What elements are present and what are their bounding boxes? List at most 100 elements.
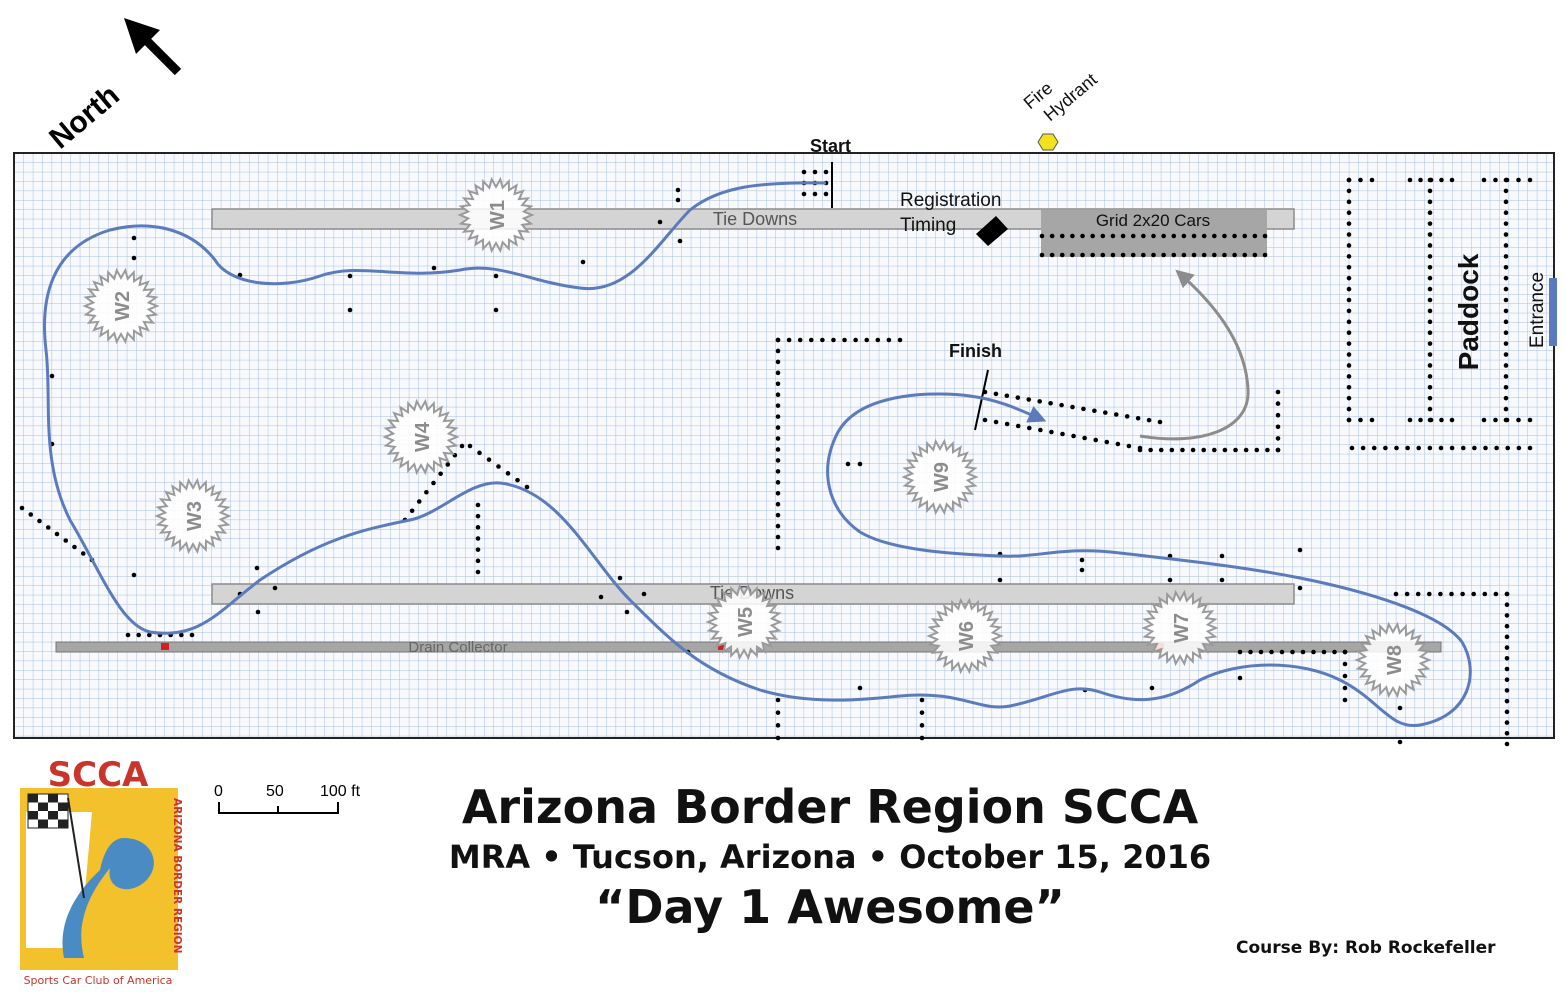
paddock-label: Paddock (1453, 253, 1484, 370)
cone (1346, 275, 1352, 281)
cone (1449, 417, 1455, 423)
cone (1427, 177, 1433, 183)
cone (897, 337, 903, 343)
cone (1232, 233, 1237, 239)
cone (1346, 384, 1352, 390)
worker-station-label: W9 (931, 462, 953, 492)
cone (1141, 252, 1146, 258)
cone (475, 536, 481, 541)
cone (1300, 649, 1306, 655)
cone (1059, 252, 1065, 258)
cone (1346, 286, 1352, 292)
cone (1427, 363, 1433, 368)
cone (1358, 177, 1363, 183)
cone (641, 591, 647, 597)
cone (467, 443, 473, 449)
cone (1093, 437, 1099, 443)
north-label: North (43, 79, 125, 156)
return-to-grid-arrow (1139, 269, 1250, 441)
cone (1527, 445, 1533, 451)
cone (431, 265, 437, 271)
cone (189, 632, 195, 638)
cone (1527, 177, 1533, 183)
cone (1472, 445, 1477, 451)
cone (775, 392, 781, 398)
cone (677, 238, 683, 244)
cone (993, 391, 999, 397)
cone (1346, 243, 1352, 248)
cone (486, 457, 492, 462)
cone (1124, 414, 1130, 419)
scale-50: 50 (266, 783, 284, 800)
cone (1039, 233, 1045, 239)
cone (1243, 447, 1249, 453)
worker-station-w2: W2 (82, 267, 160, 345)
cone (1248, 649, 1253, 655)
cone (347, 307, 353, 313)
grid-area (1041, 210, 1267, 257)
cone (1161, 252, 1166, 258)
cone (775, 458, 781, 463)
cone (1415, 591, 1421, 597)
cone (1503, 319, 1509, 325)
cone (475, 525, 481, 530)
cone (1039, 252, 1045, 258)
cone (1505, 445, 1511, 451)
cone (1427, 210, 1433, 216)
cone (1242, 233, 1248, 239)
cone (1130, 252, 1136, 258)
cone (1151, 252, 1156, 258)
worker-starburst-icon (82, 267, 160, 345)
cone (1460, 445, 1466, 451)
cone (1503, 286, 1509, 292)
cone (1180, 447, 1185, 453)
cone (617, 575, 623, 581)
cone (1265, 447, 1270, 453)
cone (1137, 447, 1143, 453)
cone (254, 565, 260, 571)
worker-station-w8: W8 (1354, 621, 1432, 699)
cone (272, 585, 278, 591)
cone (1516, 417, 1521, 423)
drain-marker (718, 643, 726, 650)
cone (1503, 330, 1509, 336)
cone (1449, 591, 1454, 597)
cone (1049, 429, 1054, 435)
cone (1311, 649, 1316, 655)
cone (775, 414, 781, 419)
cones (19, 169, 1533, 747)
cone (1048, 400, 1053, 406)
cone (505, 471, 511, 476)
cone (1070, 252, 1075, 258)
cone (1015, 395, 1021, 400)
cone (45, 525, 51, 530)
worker-station-label: W5 (735, 607, 757, 637)
cone (54, 531, 60, 537)
cone (775, 523, 781, 529)
cone (857, 461, 863, 467)
worker-station-label: W2 (112, 291, 134, 321)
cone (1418, 417, 1423, 423)
cone (1275, 389, 1281, 395)
cone (775, 381, 781, 387)
cone (1071, 433, 1076, 439)
cone (1504, 741, 1510, 747)
cone (147, 632, 152, 638)
cone (1346, 232, 1352, 237)
cone (1342, 697, 1348, 703)
worker-starburst-icon (926, 597, 1004, 675)
cone (1232, 252, 1237, 258)
cone (131, 255, 137, 261)
drain-collector-label: Drain Collector (408, 639, 507, 656)
cone (1181, 233, 1187, 239)
cone (1503, 199, 1509, 205)
cone (1427, 406, 1433, 412)
cone (1503, 341, 1509, 346)
cone (775, 735, 781, 741)
cone (131, 235, 137, 241)
cone (1252, 233, 1258, 239)
cone (775, 436, 781, 441)
cone (1079, 567, 1085, 573)
cone (1503, 188, 1509, 194)
